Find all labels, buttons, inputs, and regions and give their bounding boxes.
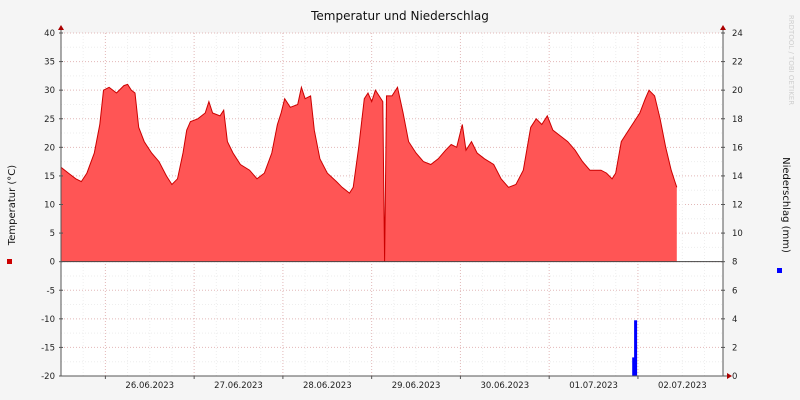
temperature-area-layer bbox=[60, 83, 678, 262]
y-right-tick-label: 2 bbox=[732, 343, 737, 353]
x-ticks: 26.06.2023 27.06.2023 28.06.2023 29.06.2023… bbox=[104, 376, 707, 391]
x-tick-label: 28.06.2023 bbox=[303, 381, 352, 391]
y-right-tick-label: 24 bbox=[732, 29, 743, 39]
y-left-tick-label: 0 bbox=[50, 258, 55, 268]
y-left-tick-label: 5 bbox=[50, 229, 55, 239]
y-right-tick-label: 0 bbox=[732, 372, 737, 382]
y-left-arrow-icon bbox=[58, 25, 64, 30]
y-left-tick-label: 30 bbox=[44, 86, 55, 96]
y-left-tick-label: -15 bbox=[41, 343, 55, 353]
precipitation-bars bbox=[632, 320, 638, 376]
y-left-tick-label: 35 bbox=[44, 58, 55, 68]
legend-marker-precipitation bbox=[777, 268, 782, 273]
precipitation-bar bbox=[634, 320, 638, 376]
legend-marker-temperature bbox=[7, 259, 12, 264]
axes bbox=[58, 25, 732, 379]
temperature-line bbox=[60, 83, 678, 262]
y-left-tick-label: 15 bbox=[44, 172, 55, 182]
x-tick-label: 30.06.2023 bbox=[480, 381, 529, 391]
y-right-tick-label: 12 bbox=[732, 201, 743, 211]
y-right-arrow-icon bbox=[720, 25, 726, 30]
y-left-tick-label: 20 bbox=[44, 143, 55, 153]
x-tick-label: 01.07.2023 bbox=[569, 381, 618, 391]
x-tick-label: 27.06.2023 bbox=[214, 381, 263, 391]
precipitation-bar bbox=[632, 357, 636, 376]
y-right-tick-label: 20 bbox=[732, 86, 743, 96]
rrdtool-watermark: RRDTOOL / TOBI OETIKER bbox=[787, 15, 795, 105]
y-right-tick-label: 22 bbox=[732, 58, 743, 68]
y-right-tick-label: 4 bbox=[732, 315, 737, 325]
left-ticks: 40 35 30 25 20 15 10 5 0 -5 -10 -15 -20 bbox=[41, 29, 63, 382]
y-right-tick-label: 14 bbox=[732, 172, 743, 182]
y-right-tick-label: 10 bbox=[732, 229, 743, 239]
x-tick-label: 26.06.2023 bbox=[125, 381, 174, 391]
x-tick-label: 29.06.2023 bbox=[392, 381, 441, 391]
temperature-area bbox=[61, 84, 677, 262]
y-left-tick-label: 10 bbox=[44, 201, 55, 211]
y-right-label: Niederschlag (mm) bbox=[780, 157, 791, 253]
x-arrow-icon bbox=[727, 373, 732, 379]
y-right-tick-label: 16 bbox=[732, 143, 743, 153]
y-left-tick-label: -10 bbox=[41, 315, 55, 325]
y-left-label: Temperatur (°C) bbox=[7, 165, 18, 246]
y-left-tick-label: -20 bbox=[41, 372, 55, 382]
y-right-tick-label: 6 bbox=[732, 286, 737, 296]
y-right-tick-label: 18 bbox=[732, 115, 743, 125]
y-left-tick-label: -5 bbox=[47, 286, 55, 296]
y-right-tick-label: 8 bbox=[732, 258, 737, 268]
x-tick-label: 02.07.2023 bbox=[658, 381, 707, 391]
y-left-tick-label: 25 bbox=[44, 115, 55, 125]
y-left-tick-label: 40 bbox=[44, 29, 55, 39]
chart-title: Temperatur und Niederschlag bbox=[310, 9, 489, 23]
